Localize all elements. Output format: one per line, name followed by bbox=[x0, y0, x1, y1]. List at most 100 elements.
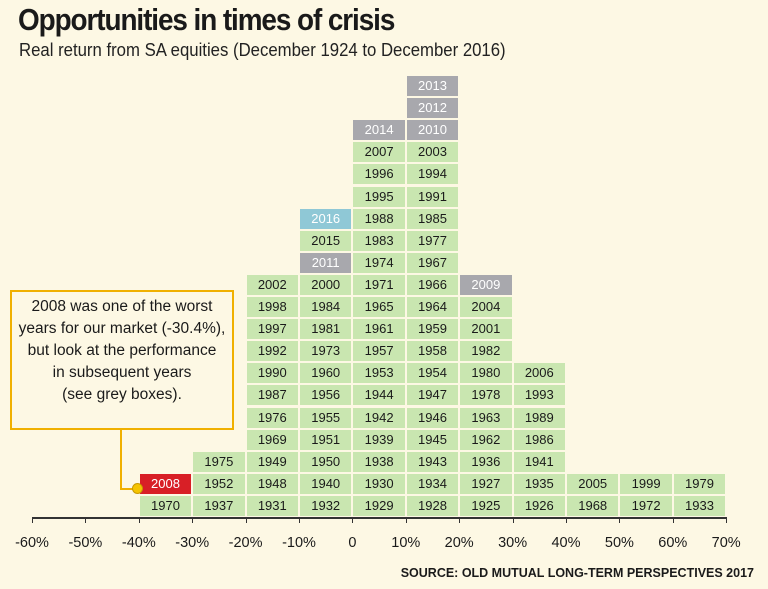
year-cell-1986: 1986 bbox=[512, 428, 566, 451]
year-cell-1925: 1925 bbox=[459, 494, 513, 517]
year-cell-1928: 1928 bbox=[405, 494, 460, 517]
year-cell-1932: 1932 bbox=[299, 494, 353, 517]
year-cell-1936: 1936 bbox=[459, 450, 513, 473]
annotation-line: but look at the performance bbox=[27, 342, 217, 359]
year-cell-2007: 2007 bbox=[352, 141, 406, 164]
year-cell-2012: 2012 bbox=[405, 97, 460, 120]
year-cell-2009: 2009 bbox=[459, 273, 513, 296]
year-cell-1948: 1948 bbox=[245, 472, 299, 495]
year-cell-1971: 1971 bbox=[352, 273, 406, 296]
chart-subtitle: Real return from SA equities (December 1… bbox=[19, 40, 506, 60]
year-cell-1987: 1987 bbox=[245, 384, 299, 407]
x-axis-line bbox=[32, 517, 727, 519]
x-tick-label: 0 bbox=[348, 535, 357, 551]
x-tick-label: 60% bbox=[658, 535, 688, 551]
year-cell-1961: 1961 bbox=[352, 318, 406, 341]
year-cell-1989: 1989 bbox=[512, 406, 566, 429]
annotation-leader-line bbox=[120, 430, 122, 488]
year-cell-1983: 1983 bbox=[352, 229, 406, 252]
year-cell-2003: 2003 bbox=[405, 141, 460, 164]
year-cell-1968: 1968 bbox=[566, 494, 620, 517]
year-cell-1953: 1953 bbox=[352, 362, 406, 385]
x-tick-label: -50% bbox=[68, 535, 103, 551]
x-tick-label: 20% bbox=[444, 535, 474, 551]
year-cell-1944: 1944 bbox=[352, 384, 406, 407]
year-cell-1930: 1930 bbox=[352, 472, 406, 495]
year-cell-2008: 2008 bbox=[138, 472, 193, 495]
year-cell-1926: 1926 bbox=[512, 494, 566, 517]
x-tick-label: 10% bbox=[391, 535, 421, 551]
year-cell-1940: 1940 bbox=[299, 472, 353, 495]
year-cell-1995: 1995 bbox=[352, 185, 406, 208]
year-cell-1970: 1970 bbox=[138, 494, 193, 517]
year-cell-1956: 1956 bbox=[299, 384, 353, 407]
x-tick-mark bbox=[566, 517, 567, 523]
year-cell-1927: 1927 bbox=[459, 472, 513, 495]
year-cell-1990: 1990 bbox=[245, 362, 299, 385]
x-tick-label: -10% bbox=[282, 535, 316, 551]
year-cell-2010: 2010 bbox=[405, 119, 460, 142]
year-cell-1964: 1964 bbox=[405, 296, 460, 319]
year-cell-1950: 1950 bbox=[299, 450, 353, 473]
year-cell-1934: 1934 bbox=[405, 472, 460, 495]
chart-title: Opportunities in times of crisis bbox=[18, 2, 395, 37]
year-cell-1997: 1997 bbox=[245, 318, 299, 341]
year-cell-1973: 1973 bbox=[299, 340, 353, 363]
year-cell-2005: 2005 bbox=[566, 472, 620, 495]
x-tick-label: 40% bbox=[551, 535, 581, 551]
year-cell-1958: 1958 bbox=[405, 340, 460, 363]
year-cell-2011: 2011 bbox=[299, 251, 353, 274]
annotation-line: (see grey boxes). bbox=[62, 386, 182, 403]
x-tick-mark bbox=[459, 517, 461, 523]
year-cell-1993: 1993 bbox=[512, 384, 566, 407]
annotation-dot bbox=[132, 483, 143, 494]
x-tick-mark bbox=[672, 517, 674, 523]
year-cell-1933: 1933 bbox=[672, 494, 727, 517]
year-cell-1962: 1962 bbox=[459, 428, 513, 451]
year-cell-1966: 1966 bbox=[405, 273, 460, 296]
x-tick-mark bbox=[85, 517, 87, 523]
year-cell-1967: 1967 bbox=[405, 251, 460, 274]
x-tick-mark bbox=[352, 517, 354, 523]
x-tick-mark bbox=[192, 517, 194, 523]
source-note: SOURCE: OLD MUTUAL LONG-TERM PERSPECTIVE… bbox=[400, 566, 754, 580]
x-tick-label: -40% bbox=[121, 535, 156, 551]
year-cell-1945: 1945 bbox=[405, 428, 460, 451]
year-cell-1943: 1943 bbox=[405, 450, 460, 473]
year-cell-1969: 1969 bbox=[245, 428, 299, 451]
year-cell-1994: 1994 bbox=[405, 163, 460, 186]
year-cell-1999: 1999 bbox=[619, 472, 673, 495]
x-tick-label: -60% bbox=[15, 535, 49, 551]
year-cell-1929: 1929 bbox=[352, 494, 406, 517]
x-tick-label: 50% bbox=[604, 535, 634, 551]
year-cell-1952: 1952 bbox=[192, 472, 246, 495]
year-cell-1941: 1941 bbox=[512, 450, 566, 473]
year-cell-2014: 2014 bbox=[352, 119, 406, 142]
x-tick-label: -20% bbox=[228, 535, 263, 551]
year-cell-1931: 1931 bbox=[245, 494, 299, 517]
annotation-line: in subsequent years bbox=[52, 364, 192, 381]
year-cell-1960: 1960 bbox=[299, 362, 353, 385]
year-cell-1949: 1949 bbox=[245, 450, 299, 473]
x-tick-mark bbox=[138, 517, 140, 523]
year-cell-1981: 1981 bbox=[299, 318, 353, 341]
year-cell-1996: 1996 bbox=[352, 163, 406, 186]
year-cell-1982: 1982 bbox=[459, 340, 513, 363]
year-cell-1947: 1947 bbox=[405, 384, 460, 407]
year-cell-1954: 1954 bbox=[405, 362, 460, 385]
year-cell-2006: 2006 bbox=[512, 362, 566, 385]
year-cell-1976: 1976 bbox=[245, 406, 299, 429]
year-cell-1935: 1935 bbox=[512, 472, 566, 495]
year-cell-1974: 1974 bbox=[352, 251, 406, 274]
year-cell-1998: 1998 bbox=[245, 296, 299, 319]
x-tick-mark bbox=[619, 517, 621, 523]
x-tick-mark bbox=[32, 517, 33, 523]
year-cell-1977: 1977 bbox=[405, 229, 460, 252]
year-cell-1942: 1942 bbox=[352, 406, 406, 429]
year-cell-2001: 2001 bbox=[459, 318, 513, 341]
year-cell-1972: 1972 bbox=[619, 494, 673, 517]
year-cell-2000: 2000 bbox=[299, 273, 353, 296]
year-cell-1979: 1979 bbox=[672, 472, 727, 495]
year-cell-1978: 1978 bbox=[459, 384, 513, 407]
year-cell-2015: 2015 bbox=[299, 229, 353, 252]
